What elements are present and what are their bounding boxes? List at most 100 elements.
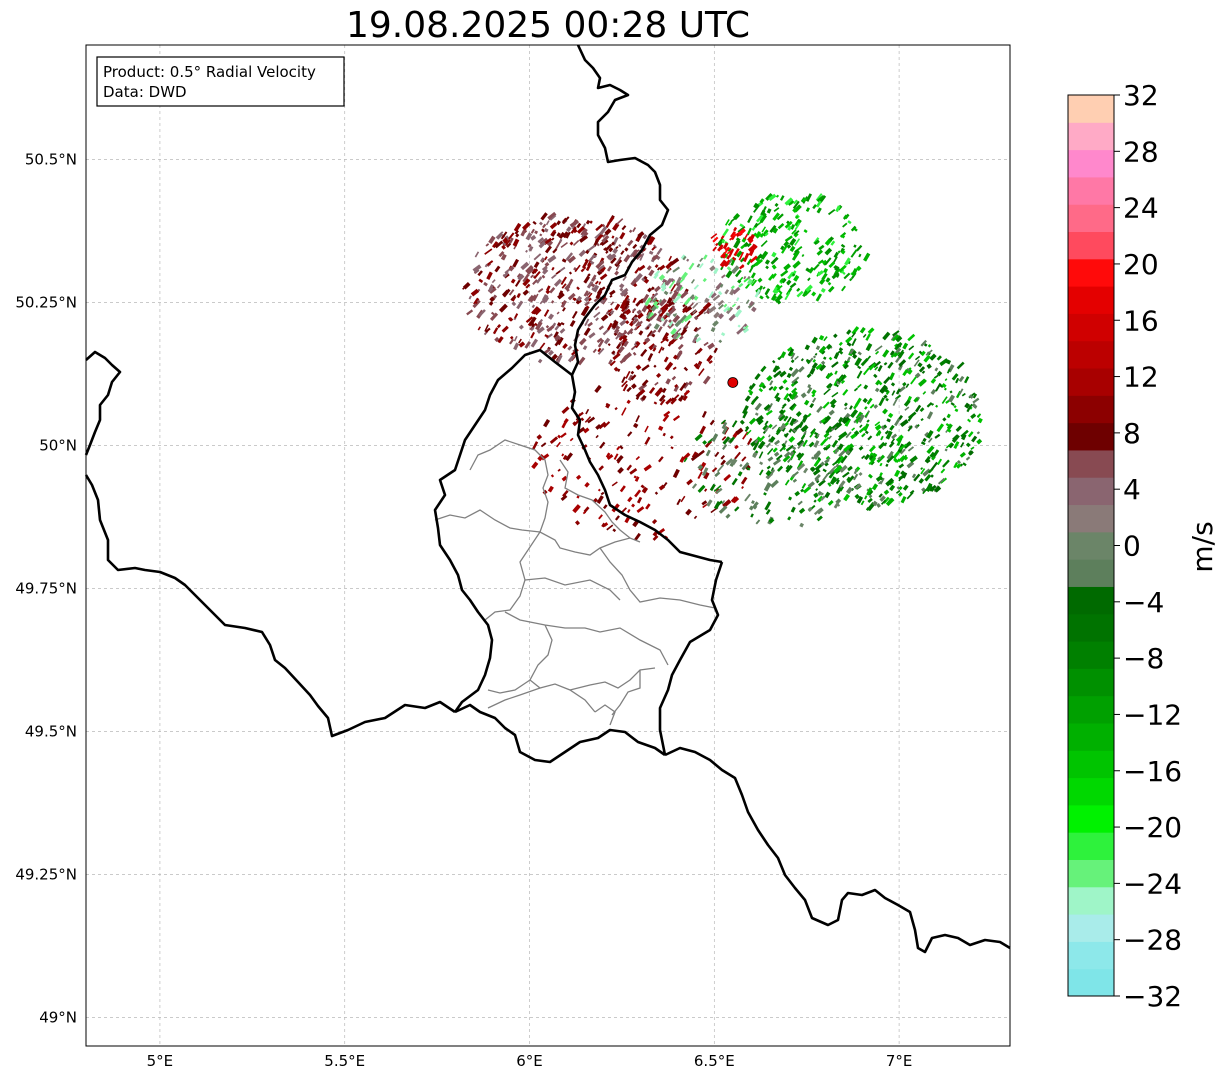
echo-pixel	[680, 271, 689, 280]
echo-pixel	[639, 252, 645, 261]
echo-pixel	[582, 345, 588, 351]
echo-pixel	[558, 238, 563, 243]
echo-pixel	[569, 219, 579, 228]
echo-pixel	[926, 429, 934, 439]
echo-pixel	[576, 226, 586, 234]
echo-pixel	[566, 288, 570, 292]
echo-pixel	[653, 401, 658, 405]
echo-pixel	[570, 226, 577, 234]
echo-pixel	[672, 415, 681, 422]
echo-pixel	[502, 289, 509, 297]
echo-pixel	[508, 289, 515, 296]
echo-pixel	[771, 424, 778, 430]
echo-pixel	[472, 299, 481, 309]
lat-tick-label: 50.25°N	[15, 293, 77, 311]
echo-pixel	[892, 450, 901, 460]
echo-pixel	[934, 485, 942, 493]
echo-pixel	[793, 419, 799, 425]
echo-pixel	[813, 440, 820, 448]
echo-pixel	[731, 256, 737, 261]
echo-pixel	[595, 434, 599, 439]
echo-pixel	[885, 430, 893, 440]
echo-pixel	[820, 495, 826, 501]
district-boundary	[504, 611, 669, 666]
echo-pixel	[658, 299, 663, 304]
echo-pixel	[856, 370, 863, 379]
echo-pixel	[802, 290, 808, 297]
echo-pixel	[825, 436, 830, 441]
echo-pixel	[724, 289, 730, 295]
echo-pixel	[737, 225, 746, 233]
echo-pixel	[816, 249, 824, 256]
echo-pixel	[561, 258, 567, 263]
echo-pixel	[745, 283, 751, 289]
echo-pixel	[760, 250, 769, 260]
echo-pixel	[789, 417, 796, 426]
district-boundary	[599, 547, 716, 609]
echo-pixel	[825, 443, 831, 449]
echo-pixel	[702, 440, 708, 445]
echo-pixel	[545, 289, 551, 295]
echo-pixel	[815, 363, 823, 371]
echo-pixel	[489, 296, 495, 302]
echo-pixel	[831, 391, 839, 398]
echo-pixel	[823, 267, 829, 274]
echo-pixel	[738, 251, 745, 261]
echo-pixel	[504, 235, 510, 241]
echo-pixel	[787, 225, 792, 231]
echo-pixel	[710, 327, 716, 333]
echo-pixel	[885, 390, 890, 395]
echo-pixel	[676, 350, 683, 359]
echo-pixel	[672, 295, 681, 304]
echo-pixel	[530, 274, 534, 279]
echo-pixel	[533, 270, 541, 280]
echo-pixel	[942, 459, 950, 468]
echo-pixel	[902, 484, 909, 491]
echo-pixel	[936, 370, 943, 377]
colorbar-tick-label: −32	[1123, 980, 1182, 1013]
echo-pixel	[946, 368, 951, 374]
echo-pixel	[541, 228, 546, 233]
echo-pixel	[644, 337, 651, 343]
echo-pixel	[583, 275, 591, 284]
echo-pixel	[766, 375, 773, 382]
echo-pixel	[694, 433, 703, 442]
echo-pixel	[515, 233, 520, 238]
echo-pixel	[800, 424, 809, 433]
echo-pixel	[567, 354, 576, 363]
echo-pixel	[638, 388, 646, 396]
echo-pixel	[771, 251, 777, 258]
echo-pixel	[772, 385, 778, 392]
echo-pixel	[841, 234, 846, 239]
echo-pixel	[755, 415, 764, 423]
echo-pixel	[858, 426, 867, 434]
echo-pixel	[894, 469, 901, 478]
echo-pixel	[636, 506, 645, 514]
echo-pixel	[785, 287, 793, 296]
echo-pixel	[754, 402, 763, 411]
echo-pixel	[653, 273, 659, 280]
echo-pixel	[750, 513, 754, 518]
echo-pixel	[732, 286, 741, 295]
echo-pixel	[828, 209, 836, 216]
echo-pixel	[652, 344, 657, 350]
echo-pixel	[790, 368, 800, 378]
echo-pixel	[750, 272, 756, 279]
echo-pixel	[632, 297, 637, 303]
echo-pixel	[858, 471, 863, 477]
echo-pixel	[652, 300, 659, 307]
echo-pixel	[965, 442, 971, 448]
echo-pixel	[616, 349, 621, 355]
echo-pixel	[644, 425, 649, 433]
echo-pixel	[658, 425, 664, 431]
echo-pixel	[612, 352, 621, 361]
echo-pixel	[930, 474, 934, 478]
echo-pixel	[609, 310, 615, 316]
echo-pixel	[594, 384, 602, 393]
echo-pixel	[496, 323, 502, 329]
echo-pixel	[623, 305, 630, 313]
echo-pixel	[948, 394, 956, 403]
echo-pixel	[660, 302, 670, 312]
echo-pixel	[807, 506, 813, 512]
echo-pixel	[796, 287, 801, 292]
